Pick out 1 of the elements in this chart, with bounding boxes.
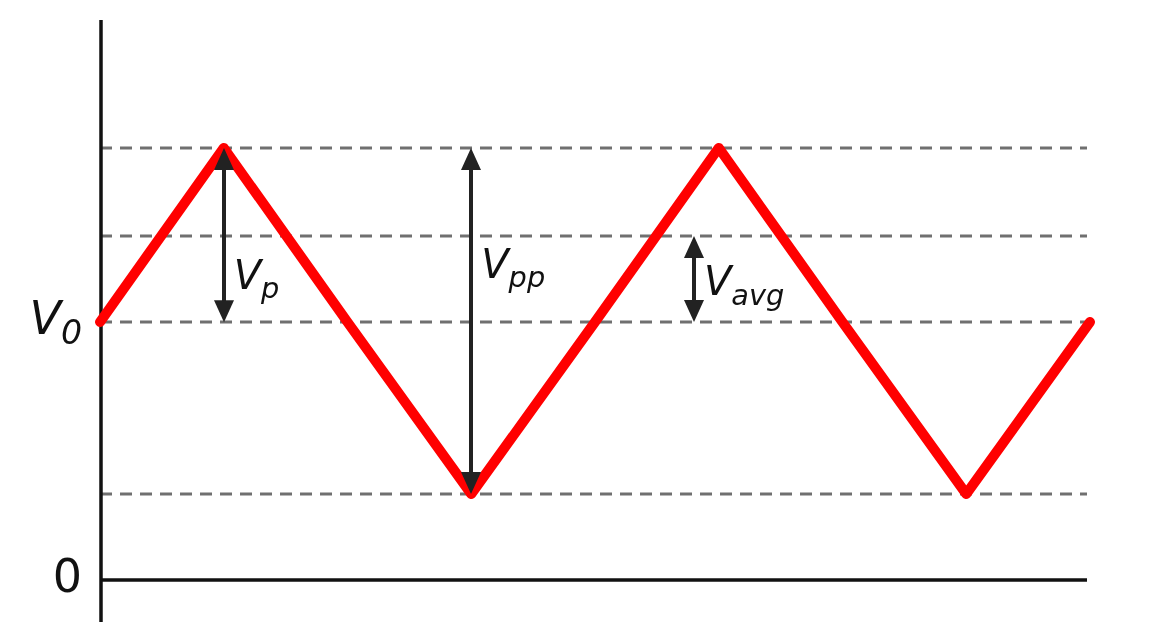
- ref-line-label: 0: [52, 548, 83, 603]
